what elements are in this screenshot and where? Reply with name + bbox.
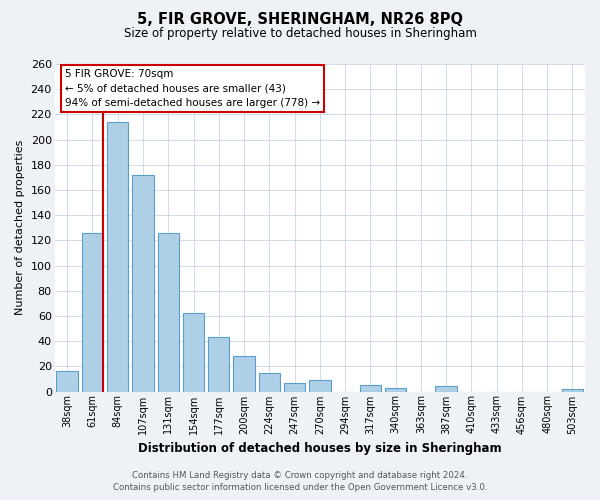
Bar [436, 386, 457, 392]
Text: 5, FIR GROVE, SHERINGHAM, NR26 8PQ: 5, FIR GROVE, SHERINGHAM, NR26 8PQ [137, 12, 463, 28]
Bar [233, 356, 255, 392]
Bar [158, 233, 179, 392]
Bar [107, 122, 128, 392]
Bar [259, 372, 280, 392]
Y-axis label: Number of detached properties: Number of detached properties [15, 140, 25, 316]
Text: 5 FIR GROVE: 70sqm
← 5% of detached houses are smaller (43)
94% of semi-detached: 5 FIR GROVE: 70sqm ← 5% of detached hous… [65, 69, 320, 108]
Bar [385, 388, 406, 392]
Bar [132, 175, 154, 392]
X-axis label: Distribution of detached houses by size in Sheringham: Distribution of detached houses by size … [138, 442, 502, 455]
Bar [56, 372, 78, 392]
Bar [562, 389, 583, 392]
Bar [208, 338, 229, 392]
Bar [183, 314, 204, 392]
Bar [359, 385, 381, 392]
Bar [82, 233, 103, 392]
Text: Contains HM Land Registry data © Crown copyright and database right 2024.
Contai: Contains HM Land Registry data © Crown c… [113, 471, 487, 492]
Text: Size of property relative to detached houses in Sheringham: Size of property relative to detached ho… [124, 28, 476, 40]
Bar [309, 380, 331, 392]
Bar [284, 382, 305, 392]
